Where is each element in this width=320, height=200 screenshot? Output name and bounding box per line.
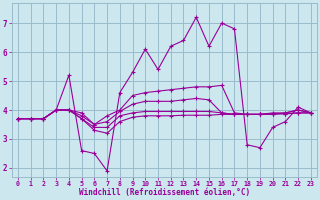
X-axis label: Windchill (Refroidissement éolien,°C): Windchill (Refroidissement éolien,°C) bbox=[79, 188, 250, 197]
